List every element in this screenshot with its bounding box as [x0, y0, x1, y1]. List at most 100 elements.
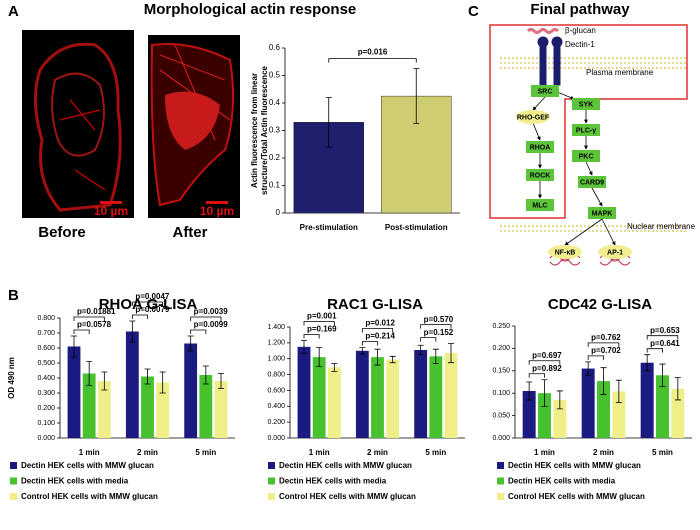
x-tick-label: 1 min	[79, 448, 100, 457]
bar	[184, 343, 198, 438]
x-tick-label: Post-stimulation	[385, 223, 448, 232]
panel-label: C	[468, 3, 479, 20]
image-caption: After	[172, 224, 207, 241]
error-bar	[144, 368, 151, 385]
p-value: p=0.169	[307, 325, 337, 334]
error-bar	[615, 379, 622, 404]
error-bar	[202, 365, 209, 385]
error-bar	[325, 97, 332, 148]
x-tick-label: 1 min	[534, 448, 555, 457]
legend-label: Control HEK cells with MMW glucan	[279, 492, 416, 501]
pathway-node	[516, 110, 550, 124]
pathway-node-label: RHOA	[530, 144, 551, 151]
y-tick-label: 0.000	[267, 435, 285, 442]
significance-bracket	[303, 321, 335, 326]
pathway-node	[531, 85, 559, 97]
error-bar	[674, 377, 681, 401]
pathway-node	[572, 98, 600, 110]
p-value: p=0.892	[532, 364, 562, 373]
legend-swatch	[268, 493, 275, 500]
pathway-node-label: NF-κB	[555, 249, 576, 256]
panel-label: B	[8, 287, 19, 304]
y-axis-label: Actin fluorescence from linear	[250, 73, 259, 188]
y-tick-label: 0.200	[37, 405, 55, 412]
bar	[67, 346, 81, 438]
chart-title: RAC1 G-LISA	[327, 296, 423, 313]
significance-bracket	[190, 329, 207, 334]
y-tick-label: 0.800	[267, 371, 285, 378]
legend-swatch	[497, 477, 504, 485]
y-tick-label: 0.100	[492, 390, 510, 397]
pathway-node-label: PKC	[579, 153, 594, 160]
pathway-arrow	[564, 218, 603, 246]
legend-label: Control HEK cells with MMW glucan	[508, 492, 645, 501]
p-value: p=0.0047	[135, 292, 170, 301]
legend-label: Dectin HEK cells with MMW glucan	[279, 461, 412, 470]
bar	[97, 381, 111, 438]
pathway-arrow	[585, 161, 593, 176]
pathway-node	[578, 176, 606, 188]
bar	[429, 356, 443, 438]
error-bar	[316, 347, 323, 368]
pathway-arrow	[532, 122, 541, 141]
y-tick-label: 1.400	[267, 324, 285, 331]
legend-swatch	[268, 477, 275, 485]
pathway-node-label: RHO-GEF	[517, 114, 550, 121]
significance-bracket	[528, 360, 561, 365]
x-tick-label: 2 min	[137, 448, 158, 457]
error-bar	[187, 335, 194, 352]
error-bar	[71, 335, 77, 358]
significance-bracket	[646, 335, 679, 340]
x-tick-label: 5 min	[652, 448, 673, 457]
legend-label: Dectin HEK cells with media	[279, 477, 387, 486]
y-tick-label: 0.600	[37, 345, 55, 352]
bar	[125, 331, 139, 438]
bar	[156, 382, 170, 438]
significance-bracket	[131, 301, 164, 306]
y-tick-label: 0.3	[269, 126, 281, 135]
pathway-node	[526, 199, 554, 211]
p-value: p=0.0578	[77, 320, 112, 329]
y-tick-label: 0.700	[37, 330, 55, 337]
error-bar	[86, 361, 93, 386]
error-bar	[541, 379, 548, 408]
pathway-node-label: AP-1	[607, 249, 623, 256]
significance-bracket	[131, 314, 148, 319]
bar	[612, 391, 626, 438]
error-bar	[218, 373, 224, 389]
legend-label: Dectin HEK cells with media	[21, 477, 129, 486]
y-tick-label: 0.000	[37, 435, 55, 442]
pathway-node	[526, 141, 554, 153]
y-tick-label: 0.400	[267, 403, 285, 410]
p-value: p=0.012	[365, 319, 395, 328]
significance-bracket	[420, 337, 437, 342]
bar	[297, 346, 311, 438]
pathway-node	[548, 245, 582, 259]
y-tick-label: 0.600	[267, 387, 285, 394]
y-tick-label: 0.000	[492, 435, 510, 442]
x-tick-label: 2 min	[367, 448, 388, 457]
legend-swatch	[497, 493, 504, 500]
bar	[522, 390, 536, 438]
x-tick-label: 5 min	[425, 448, 446, 457]
x-tick-label: 1 min	[309, 448, 330, 457]
bar	[538, 393, 551, 438]
legend-label: Dectin HEK cells with MMW glucan	[508, 461, 641, 470]
pathway-arrow	[601, 218, 616, 246]
legend-label: Control HEK cells with MMW glucan	[21, 492, 158, 501]
y-tick-label: 0.150	[492, 368, 510, 375]
error-bar	[374, 348, 381, 366]
legend-label: Dectin HEK cells with MMW glucan	[21, 461, 154, 470]
y-tick-label: 0.5	[269, 71, 281, 80]
y-tick-label: 1.200	[267, 340, 285, 347]
y-tick-label: 0.200	[267, 419, 285, 426]
scale-bar-label: 10 µm	[94, 204, 128, 218]
legend-swatch	[10, 477, 17, 485]
pathway-node	[598, 245, 632, 259]
error-bar	[359, 347, 366, 355]
pathway-node	[526, 169, 554, 181]
significance-bracket	[73, 329, 90, 334]
scale-bar-label: 10 µm	[200, 204, 234, 218]
p-value: p=0.697	[532, 351, 562, 360]
